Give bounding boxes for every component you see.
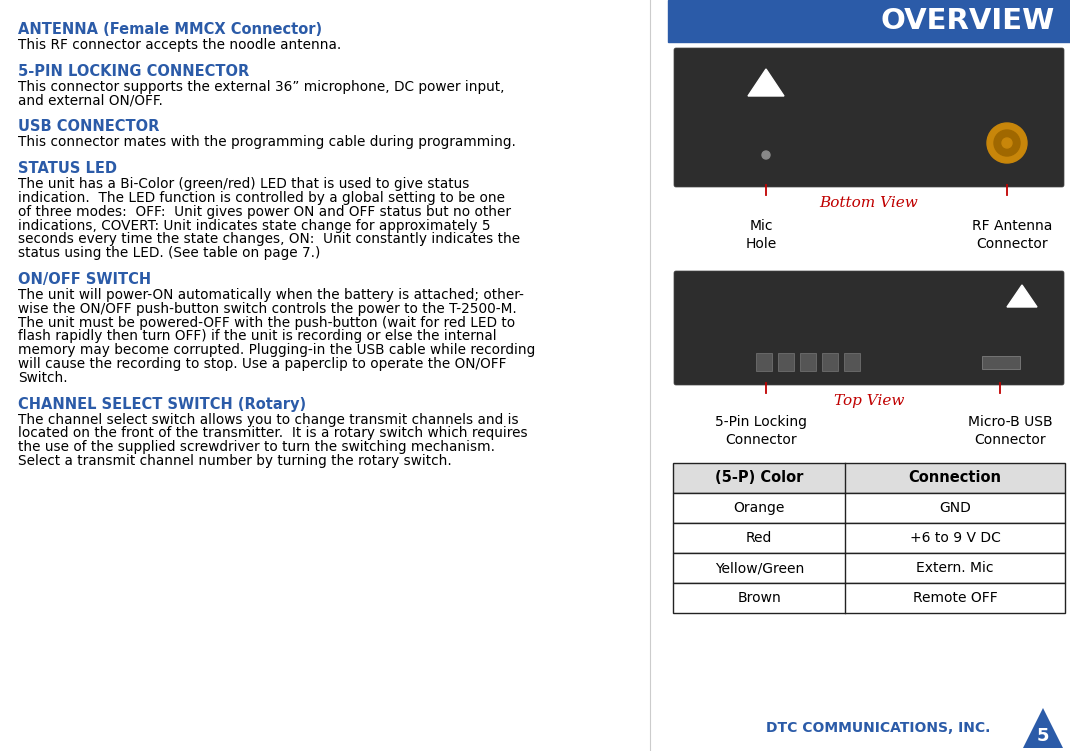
Text: The channel select switch allows you to change transmit channels and is: The channel select switch allows you to … [18,412,519,427]
Text: Bottom View: Bottom View [820,196,918,210]
Text: of three modes:  OFF:  Unit gives power ON and OFF status but no other: of three modes: OFF: Unit gives power ON… [18,205,511,219]
Text: Mic
Hole: Mic Hole [746,219,777,252]
Bar [673,493,1065,523]
Circle shape [1002,138,1012,148]
Text: ON/OFF SWITCH: ON/OFF SWITCH [18,272,151,287]
Circle shape [762,151,770,159]
Text: 5-PIN LOCKING CONNECTOR: 5-PIN LOCKING CONNECTOR [18,64,249,79]
Text: indication.  The LED function is controlled by a global setting to be one: indication. The LED function is controll… [18,191,505,205]
Text: Connection: Connection [908,470,1002,485]
Circle shape [987,123,1027,163]
Text: Brown: Brown [737,591,781,605]
Bar [673,583,1065,613]
Text: memory may become corrupted. Plugging-in the USB cable while recording: memory may become corrupted. Plugging-in… [18,343,535,357]
Text: Remote OFF: Remote OFF [913,591,997,605]
Text: This connector supports the external 36” microphone, DC power input,: This connector supports the external 36”… [18,80,504,94]
Text: located on the front of the transmitter.  It is a rotary switch which requires: located on the front of the transmitter.… [18,427,528,440]
Text: Orange: Orange [734,501,785,515]
Text: The unit has a Bi-Color (green/red) LED that is used to give status: The unit has a Bi-Color (green/red) LED … [18,177,470,192]
Text: will cause the recording to stop. Use a paperclip to operate the ON/OFF: will cause the recording to stop. Use a … [18,357,506,371]
Bar [756,353,771,371]
Text: This connector mates with the programming cable during programming.: This connector mates with the programmin… [18,135,516,149]
Text: USB CONNECTOR: USB CONNECTOR [18,119,159,134]
Text: This RF connector accepts the noodle antenna.: This RF connector accepts the noodle ant… [18,38,341,52]
Text: GND: GND [939,501,972,515]
Bar [982,356,1020,369]
Text: (5-P) Color: (5-P) Color [715,470,804,485]
FancyBboxPatch shape [674,271,1064,385]
Text: The unit will power-ON automatically when the battery is attached; other-: The unit will power-ON automatically whe… [18,288,524,302]
Circle shape [994,130,1020,156]
Text: seconds every time the state changes, ON:  Unit constantly indicates the: seconds every time the state changes, ON… [18,232,520,246]
Bar [668,0,1070,42]
Bar [778,353,794,371]
Text: Top View: Top View [834,394,904,408]
Text: 5-Pin Locking
Connector: 5-Pin Locking Connector [715,415,807,448]
Text: +6 to 9 V DC: +6 to 9 V DC [910,531,1000,545]
Text: The unit must be powered-OFF with the push-button (wait for red LED to: The unit must be powered-OFF with the pu… [18,315,515,330]
Text: indications, COVERT: Unit indicates state change for approximately 5: indications, COVERT: Unit indicates stat… [18,219,491,233]
Bar [673,523,1065,553]
Text: DTC COMMUNICATIONS, INC.: DTC COMMUNICATIONS, INC. [766,721,990,735]
Bar [844,353,860,371]
Polygon shape [1023,708,1063,748]
Text: RF Antenna
Connector: RF Antenna Connector [972,219,1052,252]
Text: Red: Red [746,531,773,545]
Polygon shape [1007,285,1037,307]
Bar [673,463,1065,493]
Bar [800,353,816,371]
FancyBboxPatch shape [674,48,1064,187]
Text: the use of the supplied screwdriver to turn the switching mechanism.: the use of the supplied screwdriver to t… [18,440,495,454]
Text: STATUS LED: STATUS LED [18,161,117,176]
Text: and external ON/OFF.: and external ON/OFF. [18,94,163,107]
Text: Select a transmit channel number by turning the rotary switch.: Select a transmit channel number by turn… [18,454,452,468]
Text: Yellow/Green: Yellow/Green [715,561,804,575]
Bar [673,553,1065,583]
Text: Micro-B USB
Connector: Micro-B USB Connector [967,415,1052,448]
Text: CHANNEL SELECT SWITCH (Rotary): CHANNEL SELECT SWITCH (Rotary) [18,397,306,412]
Text: Extern. Mic: Extern. Mic [917,561,994,575]
Text: 5: 5 [1037,727,1050,745]
Text: OVERVIEW: OVERVIEW [881,7,1055,35]
Text: status using the LED. (See table on page 7.): status using the LED. (See table on page… [18,246,320,260]
Bar [822,353,838,371]
Text: ANTENNA (Female MMCX Connector): ANTENNA (Female MMCX Connector) [18,22,322,37]
Text: wise the ON/OFF push-button switch controls the power to the T-2500-M.: wise the ON/OFF push-button switch contr… [18,302,517,316]
Polygon shape [748,69,784,96]
Text: Switch.: Switch. [18,371,67,385]
Text: flash rapidly then turn OFF) if the unit is recording or else the internal: flash rapidly then turn OFF) if the unit… [18,330,496,343]
